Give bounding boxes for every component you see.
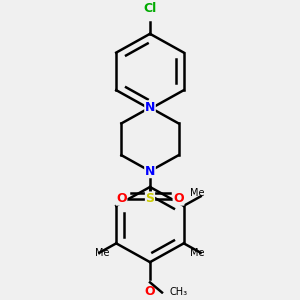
Text: O: O [145,285,155,298]
Text: O: O [116,192,127,205]
Text: Me: Me [95,248,109,258]
Text: Me: Me [190,188,205,199]
Text: Me: Me [190,248,205,258]
Text: N: N [145,101,155,114]
Text: O: O [173,192,184,205]
Text: CH₃: CH₃ [169,287,188,298]
Text: S: S [146,192,154,205]
Text: Cl: Cl [143,2,157,15]
Text: N: N [145,165,155,178]
